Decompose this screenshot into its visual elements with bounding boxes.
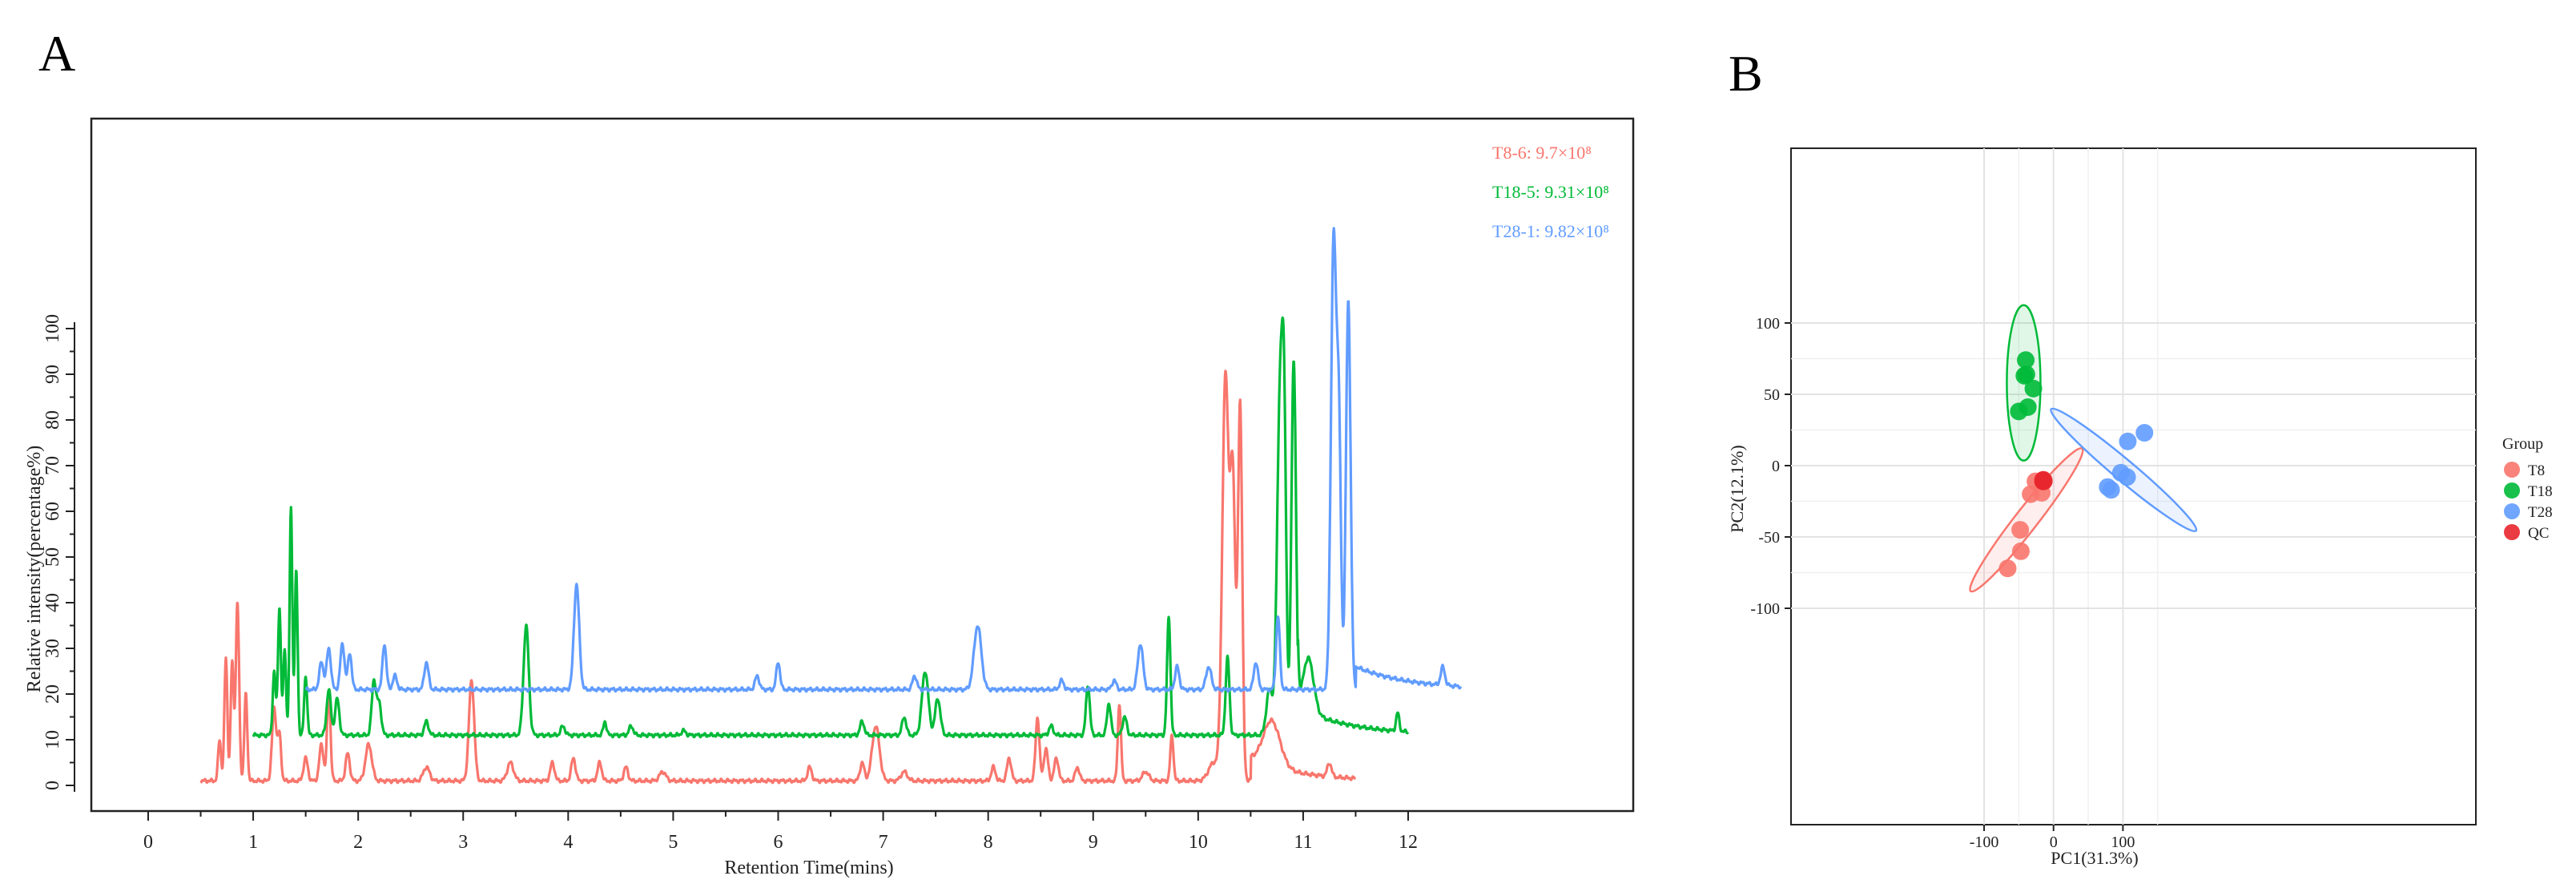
y-tick-label: 100 [1756, 315, 1780, 333]
y-tick-label: 0 [42, 781, 63, 790]
legend-entry-1: T8-6: 9.7×10⁸ [1492, 143, 1592, 163]
pca-legend: Group T8 T18 T28 QC [2502, 435, 2553, 542]
x-tick-label: 12 [1399, 832, 1418, 853]
y-tick-label: 30 [42, 639, 63, 658]
chromatogram-x-axis: 0 1 2 3 4 5 6 7 8 9 10 11 12 [132, 810, 1424, 853]
point-t18 [2024, 379, 2043, 398]
y-tick-label: 40 [42, 593, 63, 612]
x-tick-label: 9 [1089, 832, 1098, 853]
x-tick-label: 7 [879, 832, 888, 853]
legend-key-qc [2504, 524, 2520, 540]
x-tick-label: 6 [774, 832, 783, 853]
trace-2 [252, 316, 1410, 739]
legend-key-t18 [2504, 482, 2520, 498]
point-t8 [2011, 542, 2030, 560]
y-tick-label: 90 [42, 365, 63, 384]
x-tick-label: 1 [248, 832, 258, 853]
chromatogram-traces [199, 227, 1463, 785]
pca-x-label: PC1(31.3%) [2051, 848, 2138, 868]
y-tick-label: 10 [42, 730, 63, 749]
pca-x-axis: -100 0 100 [1970, 825, 2135, 851]
pca-y-label: PC2(12.1%) [1727, 445, 1747, 532]
y-tick-label: 20 [42, 684, 63, 704]
point-t28 [2135, 424, 2154, 442]
legend-key-t28 [2504, 503, 2520, 519]
chromatogram-legend: T8-6: 9.7×10⁸ T18-5: 9.31×10⁸ T28-1: 9.82×… [1492, 143, 1609, 241]
x-tick-label: 4 [563, 832, 573, 853]
pca-panel: -100 0 100 100 50 0 -50 -100 Group T8 T18 T28 QC P… [1727, 147, 2553, 868]
y-tick-label: 70 [42, 456, 63, 475]
legend-label-t8: T8 [2528, 462, 2545, 479]
legend-entry-3: T28-1: 9.82×10⁸ [1492, 221, 1609, 241]
x-tick-label: -100 [1970, 833, 1999, 851]
point-qc [2034, 472, 2052, 490]
x-tick-label: 3 [458, 832, 468, 853]
legend-label-qc: QC [2528, 525, 2549, 542]
y-tick-label: -50 [1758, 529, 1780, 547]
x-tick-label: 10 [1189, 832, 1208, 853]
y-tick-label: 60 [42, 502, 63, 521]
y-tick-label: 80 [42, 410, 63, 430]
y-tick-label: 100 [42, 314, 63, 343]
ellipse-t8 [1969, 446, 2084, 593]
x-tick-label: 2 [353, 832, 363, 853]
chromatogram-y-label: Relative intensity(percentage%) [24, 446, 45, 693]
point-t18 [2017, 365, 2035, 384]
pca-points [1998, 351, 2154, 578]
point-t8 [2011, 521, 2030, 539]
legend-label-t18: T18 [2528, 483, 2553, 500]
point-t18 [2017, 351, 2035, 369]
y-tick-label: 0 [1772, 458, 1780, 475]
x-tick-label: 100 [2111, 833, 2135, 851]
pca-plot-frame [1790, 147, 2477, 825]
pca-y-axis: 100 50 0 -50 -100 [1750, 315, 1791, 618]
point-t28 [2102, 481, 2120, 499]
point-t8 [1998, 559, 2017, 578]
trace-1 [199, 369, 1357, 785]
x-tick-label: 5 [668, 832, 678, 853]
legend-entry-2: T18-5: 9.31×10⁸ [1492, 182, 1609, 202]
chromatogram-x-label: Retention Time(mins) [724, 858, 893, 878]
legend-key-t8 [2504, 462, 2520, 478]
panel-letter-a: A [38, 25, 75, 82]
y-tick-label: 50 [1764, 386, 1780, 404]
x-tick-label: 8 [984, 832, 993, 853]
x-tick-label: 11 [1294, 832, 1312, 853]
legend-title: Group [2502, 435, 2543, 453]
legend-label-t28: T28 [2528, 504, 2553, 521]
chromatogram-panel: 0 1 2 3 4 5 6 7 8 9 10 11 12 0102030405060708090100 … [24, 117, 1635, 878]
y-tick-label: -100 [1750, 600, 1780, 618]
point-t18 [2010, 402, 2028, 421]
y-tick-label: 50 [42, 547, 63, 567]
chromatogram-y-axis: 0 10 20 30 40 50 60 70 80 90 100 [42, 314, 75, 792]
chromatogram-plot-frame [90, 117, 1635, 813]
point-t28 [2118, 468, 2136, 486]
point-t28 [2119, 432, 2137, 450]
trace-3 [304, 227, 1463, 693]
panel-letter-b: B [1729, 45, 1763, 102]
x-tick-label: 0 [143, 832, 153, 853]
x-tick-label: 0 [2050, 833, 2058, 851]
